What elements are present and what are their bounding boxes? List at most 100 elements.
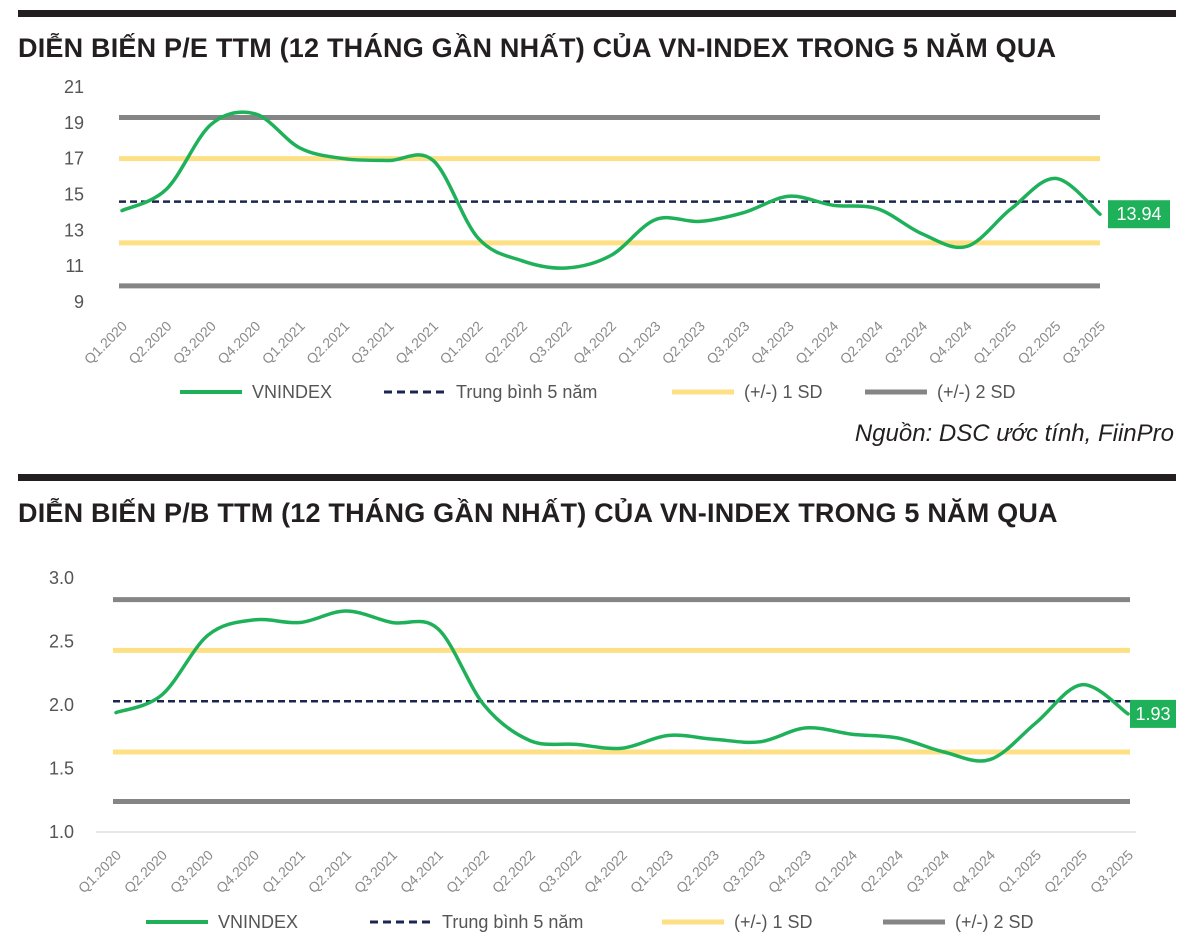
vnindex-point bbox=[209, 123, 213, 127]
vnindex-point bbox=[436, 627, 440, 631]
vnindex-point bbox=[804, 726, 808, 730]
x-tick-label: Q1.2025 bbox=[970, 318, 1019, 367]
vnindex-point bbox=[698, 219, 702, 223]
vnindex-point bbox=[758, 740, 762, 744]
x-tick-label: Q1.2022 bbox=[436, 318, 485, 367]
x-tick-label: Q2.2025 bbox=[1041, 847, 1090, 896]
vnindex-point bbox=[1098, 212, 1102, 216]
y-tick-label: 15 bbox=[64, 185, 84, 205]
x-tick-label: Q1.2025 bbox=[995, 847, 1044, 896]
vnindex-point bbox=[252, 618, 256, 622]
x-tick-label: Q1.2023 bbox=[627, 847, 676, 896]
vnindex-point bbox=[850, 732, 854, 736]
x-tick-label: Q2.2025 bbox=[1014, 318, 1063, 367]
vnindex-point bbox=[1034, 721, 1038, 725]
pe-chart-title: DIỄN BIẾN P/E TTM (12 THÁNG GẦN NHẤT) CỦ… bbox=[18, 33, 1057, 63]
end-value-label: 13.94 bbox=[1116, 204, 1161, 224]
x-tick-label: Q3.2022 bbox=[525, 318, 574, 367]
y-tick-label: 13 bbox=[64, 220, 84, 240]
x-tick-label: Q4.2024 bbox=[949, 847, 998, 896]
top-divider-rule bbox=[18, 10, 1176, 17]
x-tick-label: Q1.2024 bbox=[792, 318, 841, 367]
x-tick-label: Q2.2022 bbox=[489, 847, 538, 896]
vnindex-point bbox=[1054, 176, 1058, 180]
x-tick-label: Q4.2021 bbox=[397, 847, 446, 896]
vnindex-point bbox=[206, 633, 210, 637]
legend-label: (+/-) 1 SD bbox=[744, 382, 823, 402]
x-tick-label: Q4.2023 bbox=[765, 847, 814, 896]
vnindex-point bbox=[1126, 712, 1130, 716]
vnindex-point bbox=[253, 112, 257, 116]
vnindex-point bbox=[787, 194, 791, 198]
vnindex-point bbox=[390, 620, 394, 624]
vnindex-point bbox=[965, 244, 969, 248]
vnindex-point bbox=[298, 146, 302, 150]
vnindex-point bbox=[712, 737, 716, 741]
vnindex-point bbox=[1080, 683, 1084, 687]
legend-label: Trung bình 5 năm bbox=[442, 912, 583, 932]
vnindex-point bbox=[988, 758, 992, 762]
x-tick-label: Q1.2021 bbox=[259, 847, 308, 896]
pe-chart: 211917151311913.94Q1.2020Q2.2020Q3.2020Q… bbox=[64, 77, 1170, 402]
x-tick-label: Q4.2024 bbox=[925, 318, 974, 367]
x-tick-label: Q1.2023 bbox=[614, 318, 663, 367]
source-note: Nguồn: DSC ước tính, FiinPro bbox=[854, 420, 1174, 447]
y-tick-label: 17 bbox=[64, 149, 84, 169]
vnindex-point bbox=[387, 158, 391, 162]
vnindex-point bbox=[520, 259, 524, 263]
x-tick-label: Q3.2024 bbox=[881, 318, 930, 367]
vnindex-point bbox=[574, 742, 578, 746]
x-tick-label: Q3.2020 bbox=[167, 847, 216, 896]
end-value-label-box bbox=[1130, 699, 1176, 728]
vnindex-point bbox=[666, 733, 670, 737]
vnindex-point bbox=[620, 746, 624, 750]
x-tick-label: Q3.2023 bbox=[719, 847, 768, 896]
vnindex-point bbox=[876, 207, 880, 211]
vnindex-point bbox=[120, 209, 124, 213]
x-tick-label: Q4.2020 bbox=[214, 318, 263, 367]
vnindex-line bbox=[114, 609, 1130, 763]
vnindex-point bbox=[342, 157, 346, 161]
y-tick-label: 3.0 bbox=[49, 568, 74, 588]
y-tick-label: 11 bbox=[65, 256, 84, 276]
vnindex-point bbox=[431, 158, 435, 162]
vnindex-point bbox=[344, 609, 348, 613]
x-tick-label: Q2.2024 bbox=[837, 318, 886, 367]
x-tick-label: Q2.2021 bbox=[305, 847, 354, 896]
legend-label: (+/-) 2 SD bbox=[955, 912, 1034, 932]
x-tick-label: Q1.2024 bbox=[811, 847, 860, 896]
vnindex-point bbox=[114, 711, 118, 715]
x-tick-label: Q3.2025 bbox=[1059, 318, 1108, 367]
vnindex-line bbox=[120, 110, 1102, 270]
vnindex-point bbox=[653, 218, 657, 222]
vnindex-point bbox=[896, 736, 900, 740]
legend-label: Trung bình 5 năm bbox=[456, 382, 597, 402]
pb-chart: 3.0 2.5 2.0 1.5 1.0 1.93 Q1.2020Q2.2020Q3.2020… bbox=[49, 568, 1176, 932]
vnindex-point bbox=[831, 203, 835, 207]
x-tick-label: Q3.2025 bbox=[1087, 847, 1136, 896]
pb-chart-title: DIỄN BIẾN P/B TTM (12 THÁNG GẦN NHẤT) CỦ… bbox=[18, 498, 1058, 528]
vnindex-point bbox=[476, 236, 480, 240]
end-value-label-box bbox=[1108, 200, 1170, 229]
legend-label: (+/-) 2 SD bbox=[937, 382, 1016, 402]
x-tick-label: Q2.2021 bbox=[303, 318, 352, 367]
vnindex-point bbox=[609, 253, 613, 257]
x-tick-label: Q2.2024 bbox=[857, 847, 906, 896]
y-tick-label: 9 bbox=[74, 292, 84, 312]
x-tick-label: Q4.2021 bbox=[392, 318, 441, 367]
vnindex-point bbox=[528, 739, 532, 743]
legend-label: VNINDEX bbox=[218, 912, 298, 932]
x-tick-label: Q1.2021 bbox=[259, 318, 308, 367]
vnindex-point bbox=[1009, 207, 1013, 211]
x-tick-label: Q4.2022 bbox=[570, 318, 619, 367]
vnindex-point bbox=[742, 210, 746, 214]
x-tick-label: Q1.2020 bbox=[75, 847, 124, 896]
x-tick-label: Q3.2022 bbox=[535, 847, 584, 896]
x-tick-label: Q3.2021 bbox=[348, 318, 397, 367]
middle-divider-rule bbox=[18, 474, 1176, 481]
x-tick-label: Q4.2020 bbox=[213, 847, 262, 896]
x-tick-label: Q3.2023 bbox=[703, 318, 752, 367]
x-tick-label: Q2.2020 bbox=[125, 318, 174, 367]
x-tick-label: Q3.2020 bbox=[170, 318, 219, 367]
y-tick-label: 21 bbox=[64, 77, 84, 97]
